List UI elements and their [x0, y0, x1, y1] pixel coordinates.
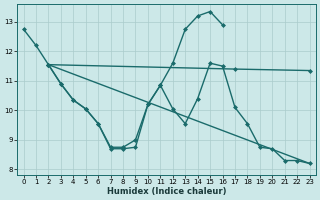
- X-axis label: Humidex (Indice chaleur): Humidex (Indice chaleur): [107, 187, 226, 196]
